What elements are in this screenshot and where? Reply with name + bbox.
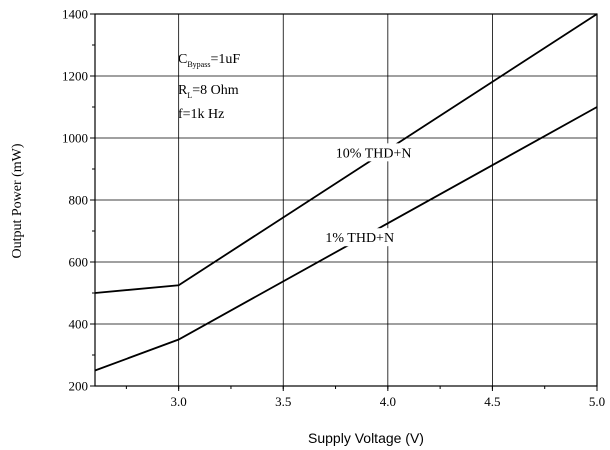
grid-lines bbox=[95, 14, 597, 386]
series-label-background bbox=[333, 143, 414, 162]
load-resistance-annotation: RL=8 Ohm bbox=[178, 83, 239, 100]
x-axis-title: Supply Voltage (V) bbox=[308, 430, 424, 446]
series-label-thd-1pct: 1% THD+N bbox=[323, 228, 397, 247]
series-labels: 10% THD+N 1% THD+N bbox=[323, 143, 414, 247]
series-lines bbox=[94, 13, 598, 372]
series-line-thd-1pct bbox=[94, 106, 598, 372]
y-tick-label: 200 bbox=[69, 379, 89, 394]
condition-annotations: CBypass=1uF RL=8 Ohm f=1k Hz bbox=[178, 52, 240, 122]
x-tick-label: 3.0 bbox=[171, 394, 187, 409]
series-label-background bbox=[323, 228, 397, 247]
y-tick-label: 1400 bbox=[62, 7, 88, 22]
axis-ticks: 3.0 3.5 4.0 4.5 5.0 200 400 600 800 1000 1200 1400 bbox=[62, 7, 605, 410]
series-label-thd-10pct: 10% THD+N bbox=[333, 143, 414, 162]
y-axis-title: Output Power (mW) bbox=[10, 143, 25, 258]
y-tick-label: 1000 bbox=[62, 131, 88, 146]
y-tick-label: 1200 bbox=[62, 69, 88, 84]
series-label-text: 1% THD+N bbox=[325, 231, 394, 246]
x-tick-label: 5.0 bbox=[589, 394, 605, 409]
x-tick-label: 4.0 bbox=[380, 394, 396, 409]
series-line-thd-10pct bbox=[94, 13, 598, 294]
y-tick-label: 600 bbox=[69, 255, 89, 270]
series-label-text: 10% THD+N bbox=[336, 146, 412, 161]
y-tick-label: 400 bbox=[69, 317, 89, 332]
x-tick-label: 4.5 bbox=[484, 394, 500, 409]
frequency-annotation: f=1k Hz bbox=[178, 107, 224, 122]
y-tick-label: 800 bbox=[69, 193, 89, 208]
x-tick-label: 3.5 bbox=[275, 394, 291, 409]
bypass-cap-annotation: CBypass=1uF bbox=[178, 52, 240, 69]
